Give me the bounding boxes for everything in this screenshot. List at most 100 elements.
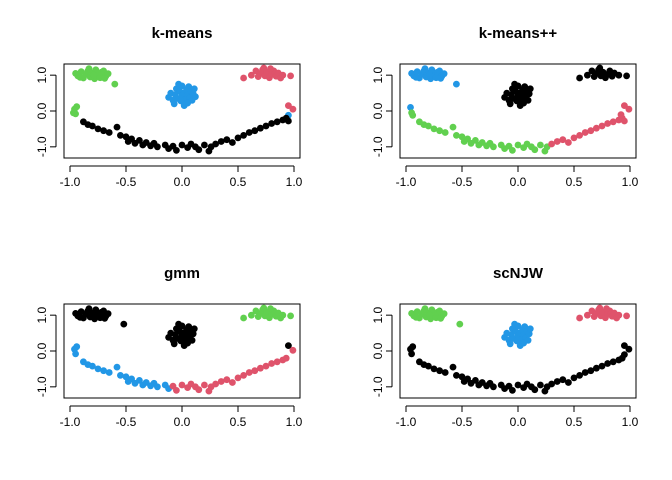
x-tick-label: -1.0: [60, 175, 81, 189]
data-point: [177, 337, 185, 345]
data-point: [617, 111, 625, 118]
y-axis: -1.0 0.0 1.0: [371, 67, 393, 157]
data-point: [154, 143, 161, 151]
data-point: [72, 350, 79, 358]
data-point: [425, 362, 432, 370]
x-tick-label: 0.5: [566, 175, 583, 189]
x-tick-label: 0.0: [174, 415, 191, 429]
y-tick-label: 0.0: [371, 342, 385, 359]
data-point: [409, 111, 417, 119]
data-point: [101, 315, 109, 322]
y-axis: -1.0 0.0 1.0: [35, 307, 57, 397]
data-point: [596, 64, 604, 72]
data-point: [73, 343, 81, 351]
data-point: [173, 387, 180, 394]
x-tick-label: 1.0: [286, 175, 303, 189]
data-point: [596, 304, 604, 312]
data-point: [511, 320, 518, 328]
data-point: [490, 383, 497, 391]
plot-frame: [63, 63, 301, 159]
x-tick-label: 0.5: [566, 415, 583, 429]
data-point: [282, 354, 290, 362]
x-tick-label: 0.5: [230, 175, 247, 189]
data-point: [240, 132, 248, 139]
data-point: [615, 311, 623, 319]
data-point: [531, 146, 539, 154]
data-point: [490, 143, 497, 151]
data-point: [289, 105, 297, 113]
data-point: [257, 124, 264, 132]
data-point: [548, 140, 555, 148]
data-point: [104, 310, 112, 318]
plot-panel: scNJW -1.0 -0.5 0.0 0.5 1.0 -1.0 0.0 1.0: [371, 265, 639, 429]
data-point: [262, 122, 270, 130]
data-point: [195, 386, 203, 394]
data-point: [559, 376, 567, 384]
data-point: [94, 365, 102, 373]
data-point: [623, 72, 630, 80]
data-point: [559, 136, 567, 144]
data-point: [603, 305, 610, 313]
data-point: [89, 122, 96, 130]
plot-panel: k-means -1.0 -0.5 0.0 0.5 1.0 -1.0 0.0 1.0: [35, 25, 303, 189]
data-point: [212, 140, 220, 148]
data-point: [456, 320, 464, 328]
data-points: [407, 64, 633, 155]
plot-frame: [63, 303, 301, 399]
data-point: [287, 312, 294, 320]
data-point: [234, 134, 242, 142]
data-point: [170, 100, 178, 108]
data-point: [279, 311, 287, 319]
data-point: [621, 117, 628, 125]
data-point: [260, 304, 268, 312]
data-point: [195, 146, 203, 154]
data-point: [240, 314, 248, 322]
data-point: [520, 339, 527, 347]
y-tick-label: 1.0: [35, 307, 49, 324]
data-point: [506, 340, 514, 348]
data-point: [175, 80, 183, 88]
y-tick-label: -1.0: [371, 136, 385, 157]
data-point: [285, 342, 292, 349]
data-point: [526, 325, 534, 333]
data-point: [85, 65, 93, 73]
data-point: [105, 369, 113, 376]
data-point: [70, 109, 77, 117]
data-point: [184, 339, 192, 347]
data-point: [177, 97, 185, 105]
data-point: [453, 132, 460, 139]
data-point: [576, 372, 583, 379]
data-point: [520, 99, 527, 107]
data-point: [212, 380, 220, 388]
data-point: [409, 343, 417, 351]
x-axis: -1.0 -0.5 0.0 0.5 1.0: [396, 405, 639, 429]
data-point: [178, 381, 186, 389]
data-point: [421, 305, 429, 313]
data-point: [76, 73, 84, 81]
data-point: [73, 103, 81, 111]
data-point: [509, 147, 516, 154]
data-point: [178, 141, 186, 149]
y-tick-label: -1.0: [35, 136, 49, 157]
y-tick-label: 0.0: [371, 102, 385, 119]
data-point: [190, 85, 198, 93]
data-point: [217, 378, 225, 385]
data-point: [412, 313, 420, 321]
x-tick-label: -1.0: [60, 415, 81, 429]
data-point: [584, 311, 591, 319]
data-point: [287, 72, 294, 80]
data-point: [229, 379, 236, 386]
data-point: [240, 372, 248, 379]
data-point: [426, 71, 433, 79]
data-point: [598, 362, 606, 370]
data-point: [279, 71, 287, 79]
data-point: [621, 351, 628, 358]
x-tick-label: -0.5: [452, 415, 473, 429]
data-point: [170, 340, 178, 348]
y-axis: -1.0 0.0 1.0: [35, 67, 57, 157]
y-tick-label: 1.0: [371, 67, 385, 84]
data-point: [625, 345, 633, 353]
x-tick-label: 0.0: [510, 175, 527, 189]
data-point: [609, 118, 617, 126]
data-point: [576, 314, 583, 322]
